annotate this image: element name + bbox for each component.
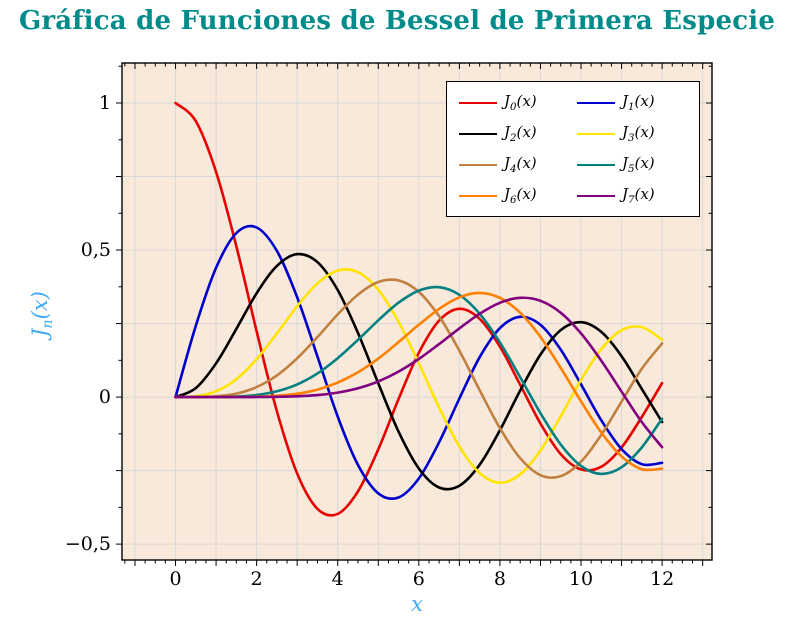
curve-j5	[174, 285, 664, 476]
legend-line-swatch	[459, 163, 497, 166]
legend-label: J3(x)	[622, 123, 655, 144]
svg-text:0: 0	[169, 568, 181, 590]
svg-text:10: 10	[569, 568, 593, 590]
legend-label: J1(x)	[622, 92, 655, 113]
svg-text:2: 2	[251, 568, 263, 590]
legend-label: J6(x)	[504, 185, 537, 206]
legend-item: J0(x)	[459, 92, 569, 113]
legend-label: J7(x)	[622, 185, 655, 206]
legend-item: J6(x)	[459, 185, 569, 206]
y-axis-label: Jn(x)	[27, 291, 57, 338]
plot-border	[121, 62, 713, 561]
curve-j1	[174, 224, 664, 501]
legend-label: J5(x)	[622, 154, 655, 175]
svg-text:0: 0	[99, 386, 111, 408]
legend-line-swatch	[459, 194, 497, 197]
legend-item: J2(x)	[459, 123, 569, 144]
svg-text:1: 1	[99, 92, 111, 114]
svg-text:0,5: 0,5	[81, 239, 111, 261]
legend-line-swatch	[459, 101, 497, 104]
curve-j7	[174, 296, 664, 449]
legend-item: J5(x)	[577, 154, 687, 175]
svg-text:4: 4	[332, 568, 344, 590]
svg-text:8: 8	[494, 568, 506, 590]
legend-label: J2(x)	[504, 123, 537, 144]
svg-text:−0,5: −0,5	[65, 533, 111, 555]
legend-line-swatch	[577, 163, 615, 166]
legend-label: J0(x)	[504, 92, 537, 113]
y-tick-labels: 1 0,5 0 −0,5	[65, 92, 111, 555]
legend-item: J1(x)	[577, 92, 687, 113]
chart-title: Gráfica de Funciones de Bessel de Primer…	[18, 6, 776, 36]
curve-j2	[174, 252, 664, 491]
series-curves	[174, 101, 664, 517]
chart-legend: J0(x) J1(x) J2(x) J3(x) J4(x) J5(x) J6(x) J7(x)	[446, 81, 700, 217]
x-axis-label: x	[411, 592, 423, 616]
legend-item: J4(x)	[459, 154, 569, 175]
legend-line-swatch	[577, 132, 615, 135]
legend-item: J7(x)	[577, 185, 687, 206]
legend-label: J4(x)	[504, 154, 537, 175]
legend-line-swatch	[577, 194, 615, 197]
legend-line-swatch	[459, 132, 497, 135]
x-tick-labels: 0 2 4 6 8 10 12	[169, 568, 674, 590]
legend-line-swatch	[577, 101, 615, 104]
svg-text:6: 6	[413, 568, 425, 590]
svg-text:12: 12	[650, 568, 674, 590]
legend-item: J3(x)	[577, 123, 687, 144]
curve-j3	[174, 268, 664, 485]
